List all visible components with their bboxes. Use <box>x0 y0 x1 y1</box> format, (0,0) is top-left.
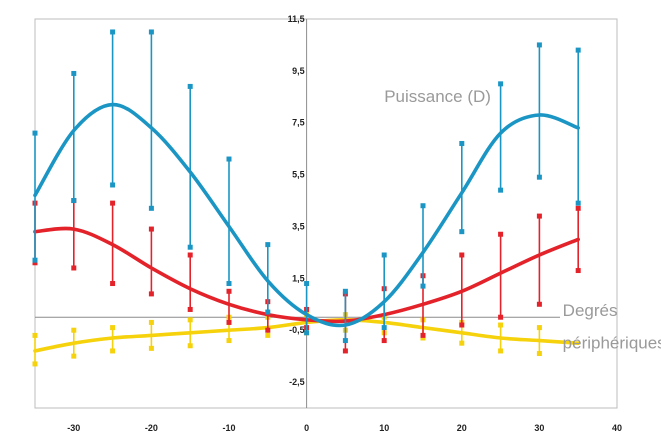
error-bar-cap-high <box>148 319 154 325</box>
error-bar-cap-low <box>71 265 77 271</box>
error-bar-cap-low <box>265 332 271 338</box>
error-bar-cap-high <box>381 252 387 258</box>
error-bar-cap-low <box>536 174 542 180</box>
error-bar-cap-high <box>536 325 542 331</box>
error-bar-cap-high <box>71 70 77 76</box>
error-bar-cap-high <box>420 203 426 209</box>
y-tick-label: 7,5 <box>292 118 305 128</box>
error-bar-cap-low <box>71 353 77 359</box>
error-bar-cap-low <box>187 306 193 312</box>
error-bar-cap-high <box>459 252 465 258</box>
error-bar-cap-low <box>32 257 38 263</box>
error-bar-cap-high <box>536 42 542 48</box>
error-bar-cap-high <box>226 288 232 294</box>
error-bar-cap-low <box>575 268 581 274</box>
error-bar-cap-low <box>187 244 193 250</box>
y-tick-label: -2,5 <box>289 377 305 387</box>
error-bar-cap-high <box>187 83 193 89</box>
annotation-2: périphériques <box>563 333 661 352</box>
x-tick-label: -30 <box>67 423 80 433</box>
error-bar-cap-high <box>304 281 310 287</box>
error-bar-cap-low <box>226 319 232 325</box>
error-bar-cap-high <box>110 200 116 206</box>
y-tick-label: 5,5 <box>292 170 305 180</box>
error-bar-cap-high <box>265 242 271 248</box>
error-bar-cap-high <box>498 322 504 328</box>
error-bar-cap-low <box>110 281 116 287</box>
y-tick-label: 1,5 <box>292 273 305 283</box>
error-bar-cap-high <box>110 325 116 331</box>
x-tick-label: 40 <box>612 423 622 433</box>
error-bar-cap-high <box>187 317 193 323</box>
error-bar-cap-low <box>420 335 426 341</box>
annotation-0: Puissance (D) <box>384 87 491 106</box>
error-bar-cap-low <box>265 309 271 315</box>
error-bar-cap-low <box>420 332 426 338</box>
error-bar-cap-low <box>342 348 348 354</box>
error-bar-cap-low <box>71 198 77 204</box>
error-bar-cap-low <box>498 314 504 320</box>
error-bar-cap-low <box>536 351 542 357</box>
series-0 <box>32 29 581 344</box>
error-bar-cap-high <box>32 332 38 338</box>
error-bar-cap-low <box>381 338 387 344</box>
y-tick-label: 9,5 <box>292 66 305 76</box>
error-bar-cap-low <box>187 343 193 349</box>
error-bar-cap-low <box>420 283 426 289</box>
plot-frame <box>34 18 618 409</box>
error-bar-cap-high <box>226 156 232 162</box>
y-tick-label: 3,5 <box>292 221 305 231</box>
error-bar-cap-low <box>498 348 504 354</box>
error-bar-cap-high <box>575 205 581 211</box>
x-tick-label: 10 <box>379 423 389 433</box>
error-bar-cap-low <box>226 338 232 344</box>
x-tick-label: 0 <box>304 423 309 433</box>
y-tick-label: 11,5 <box>288 14 305 24</box>
error-bar-cap-high <box>498 81 504 87</box>
axes <box>34 18 618 409</box>
error-bar-cap-low <box>148 345 154 351</box>
x-tick-label: -20 <box>145 423 158 433</box>
error-bar-cap-low <box>226 281 232 287</box>
error-bar-cap-low <box>148 291 154 297</box>
error-bar-cap-low <box>32 361 38 367</box>
error-bar-cap-low <box>536 301 542 307</box>
error-bar-cap-high <box>148 226 154 232</box>
error-bar-cap-low <box>575 200 581 206</box>
error-bar-cap-high <box>459 140 465 146</box>
labels-layer: -30 -20 -10 0 10 20 30 40 -2,5 -0,5 1,5 3,5 5,5 7,5 9,… <box>67 14 661 433</box>
error-bar-cap-low <box>304 330 310 336</box>
error-bar-cap-low <box>381 325 387 331</box>
series-line <box>33 102 580 328</box>
error-bar-cap-low <box>498 187 504 193</box>
error-bar-cap-high <box>342 288 348 294</box>
error-bar-cap-high <box>536 213 542 219</box>
error-bar-cap-high <box>575 47 581 53</box>
error-bar-cap-low <box>148 205 154 211</box>
x-tick-label: -10 <box>222 423 235 433</box>
error-bar-cap-low <box>459 340 465 346</box>
error-bar-cap-high <box>498 231 504 237</box>
error-bar-cap-low <box>265 327 271 333</box>
error-bar-cap-low <box>342 338 348 344</box>
error-bar-cap-high <box>71 327 77 333</box>
error-bar-cap-high <box>148 29 154 35</box>
y-tick-label: -0,5 <box>289 325 305 335</box>
x-tick-label: 30 <box>534 423 544 433</box>
error-bar-cap-low <box>110 182 116 188</box>
error-bar-cap-low <box>459 229 465 235</box>
error-bar-cap-high <box>187 252 193 258</box>
error-bar-cap-low <box>459 322 465 328</box>
annotation-1: Degrés <box>563 301 618 320</box>
x-tick-label: 20 <box>457 423 467 433</box>
error-bar-cap-low <box>32 260 38 266</box>
error-bar-cap-low <box>110 348 116 354</box>
error-bar-cap-high <box>32 130 38 136</box>
error-bar-cap-high <box>110 29 116 35</box>
series-layer <box>32 29 581 367</box>
